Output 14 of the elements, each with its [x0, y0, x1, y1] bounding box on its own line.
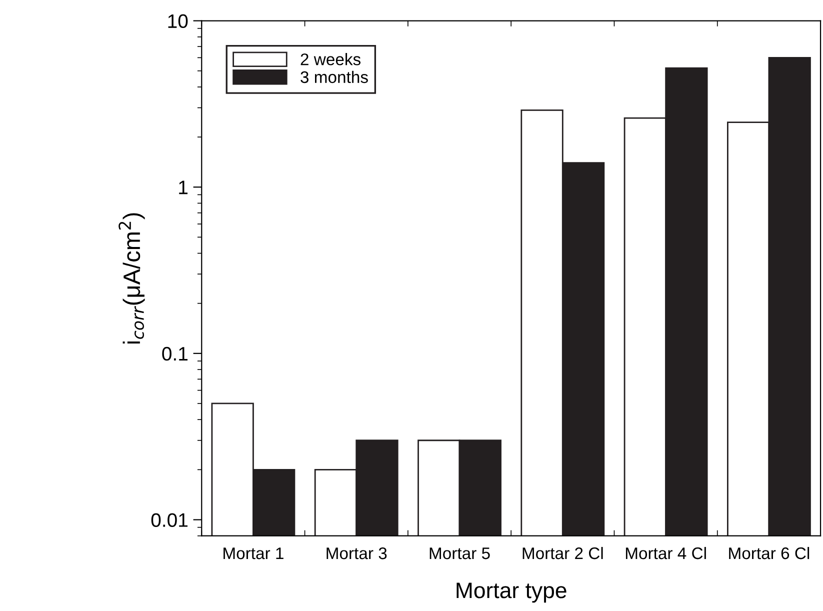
y-tick-label: 0.01 [151, 513, 188, 527]
x-tick-label: Mortar 3 [326, 547, 387, 560]
x-tick-label: Mortar 1 [224, 548, 284, 560]
legend-label: 3 months [300, 70, 368, 84]
x-tick-label: Mortar 2 Cl [522, 546, 603, 560]
legend-label: 2 weeks [300, 53, 361, 66]
y-tick-label: 10 [168, 14, 188, 28]
x-axis-title: Mortar type [456, 582, 566, 603]
x-tick-label: Mortar 4 Cl [626, 546, 706, 560]
x-tick-label: Mortar 6 Cl [729, 546, 810, 560]
y-axis-title: i$_{corr}$(μA/cm$^{2}$) [118, 213, 145, 344]
y-tick-label: 0.1 [162, 346, 188, 361]
y-tick-label: 1 [179, 180, 188, 194]
x-tick-label: Mortar 5 [430, 548, 490, 560]
